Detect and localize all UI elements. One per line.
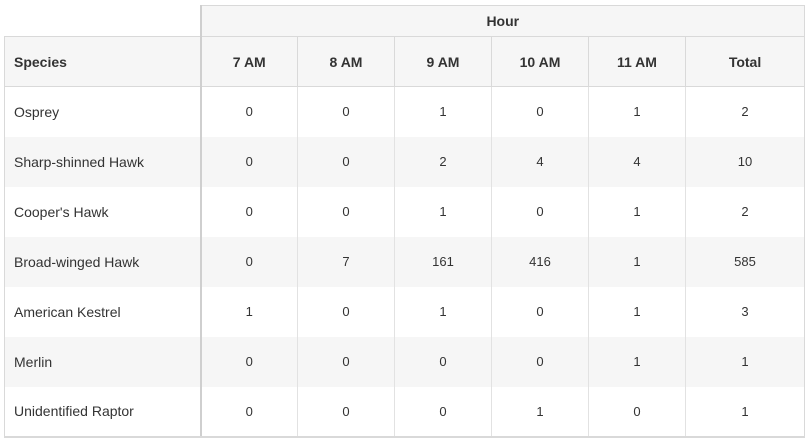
table-row: Sharp-shinned Hawk 0 0 2 4 4 10 [4,136,806,187]
total-cell: 2 [684,186,806,237]
table-row: Broad-winged Hawk 0 7 161 416 1 585 [4,236,806,287]
hour-count-cell: 0 [394,386,492,438]
column-header-9am: 9 AM [394,36,492,87]
hour-count-cell: 1 [394,286,492,337]
column-header-row: Species 7 AM 8 AM 9 AM 10 AM 11 AM Total [4,36,806,87]
hour-group-header: Hour [199,5,806,37]
hour-count-cell: 0 [491,286,589,337]
total-cell: 3 [684,286,806,337]
hour-count-cell: 161 [394,236,492,287]
hour-count-cell: 0 [491,186,589,237]
total-cell: 2 [684,86,806,137]
hour-count-cell: 1 [394,86,492,137]
column-header-8am: 8 AM [297,36,395,87]
total-cell: 1 [684,386,806,438]
hour-count-cell: 0 [297,86,395,137]
hour-count-cell: 1 [588,336,686,387]
column-header-10am: 10 AM [491,36,589,87]
species-cell: Merlin [4,336,201,387]
total-cell: 1 [684,336,806,387]
hour-count-cell: 1 [588,236,686,287]
total-cell: 10 [684,136,806,187]
hour-count-cell: 0 [491,336,589,387]
hour-count-cell: 1 [588,286,686,337]
column-header-species: Species [4,36,201,87]
hour-count-cell: 4 [491,136,589,187]
hour-count-cell: 4 [588,136,686,187]
table-row: Merlin 0 0 0 0 1 1 [4,336,806,387]
hour-count-cell: 0 [588,386,686,438]
hour-count-cell: 0 [199,336,298,387]
hour-count-cell: 0 [199,86,298,137]
column-header-total: Total [684,36,806,87]
hour-count-cell: 0 [297,136,395,187]
group-header-row: Hour [4,5,806,37]
hour-count-cell: 1 [588,186,686,237]
hour-count-cell: 2 [394,136,492,187]
hour-count-cell: 7 [297,236,395,287]
table-row: American Kestrel 1 0 1 0 1 3 [4,286,806,337]
raptor-count-table: Hour Species 7 AM 8 AM 9 AM 10 AM 11 AM … [4,5,806,438]
hour-count-cell: 416 [491,236,589,287]
hour-count-cell: 1 [491,386,589,438]
table-row: Cooper's Hawk 0 0 1 0 1 2 [4,186,806,237]
hour-count-cell: 0 [297,386,395,438]
hour-count-cell: 0 [491,86,589,137]
header-corner [4,5,201,37]
column-header-7am: 7 AM [199,36,298,87]
hour-count-cell: 0 [297,186,395,237]
species-cell: Sharp-shinned Hawk [4,136,201,187]
hour-count-cell: 0 [199,236,298,287]
total-cell: 585 [684,236,806,287]
table-row: Osprey 0 0 1 0 1 2 [4,86,806,137]
column-header-11am: 11 AM [588,36,686,87]
species-cell: Broad-winged Hawk [4,236,201,287]
species-cell: Unidentified Raptor [4,386,201,438]
table-row: Unidentified Raptor 0 0 0 1 0 1 [4,386,806,438]
hour-count-cell: 0 [297,336,395,387]
hour-count-cell: 0 [199,186,298,237]
hour-count-cell: 1 [199,286,298,337]
hour-count-cell: 0 [199,136,298,187]
species-cell: Cooper's Hawk [4,186,201,237]
species-cell: Osprey [4,86,201,137]
hour-count-cell: 0 [394,336,492,387]
hour-count-cell: 1 [588,86,686,137]
table-body: Osprey 0 0 1 0 1 2 Sharp-shinned Hawk 0 0 2 4 4 10 Coo… [4,86,806,438]
species-cell: American Kestrel [4,286,201,337]
hour-count-cell: 0 [297,286,395,337]
hour-count-cell: 1 [394,186,492,237]
hour-count-cell: 0 [199,386,298,438]
